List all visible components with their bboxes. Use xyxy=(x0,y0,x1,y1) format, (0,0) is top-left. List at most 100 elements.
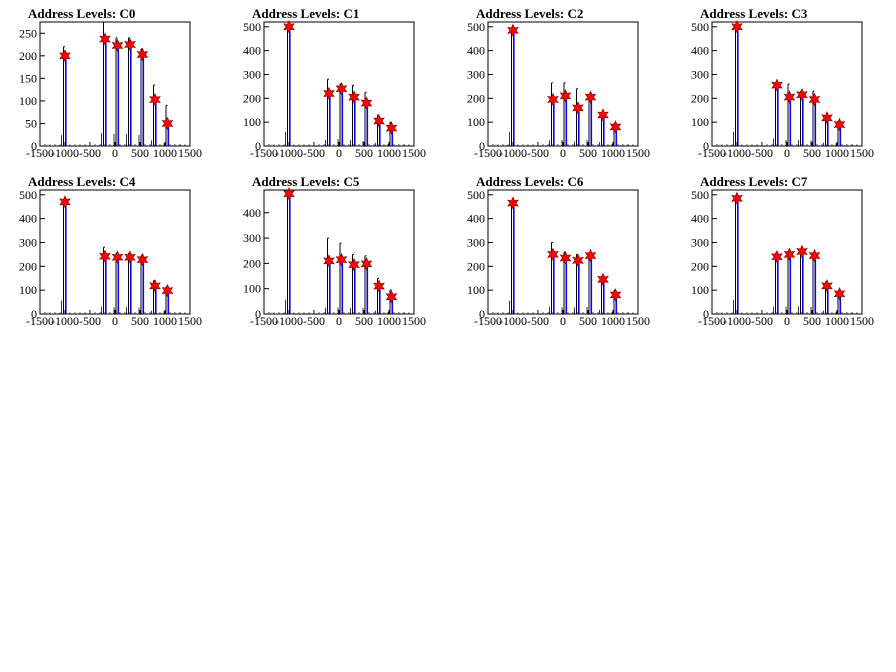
y-tick-label: 250 xyxy=(19,26,37,40)
peak-marker xyxy=(833,117,846,132)
x-tick-label: -1000 xyxy=(723,146,751,160)
peak-marker xyxy=(161,283,174,298)
peak-marker xyxy=(771,250,783,264)
panel-c7: Address Levels: C7-1500-1000 -500 0 500 1000… xyxy=(691,174,874,328)
y-tick-label: 300 xyxy=(691,235,709,249)
peak-marker xyxy=(111,250,124,264)
peak-marker xyxy=(59,195,71,209)
x-tick-label: -1500 xyxy=(250,314,278,328)
y-tick-label: 50 xyxy=(25,116,37,130)
x-tick-label: 1500 xyxy=(402,314,426,328)
x-tick-label: 500 xyxy=(579,146,597,160)
x-tick-label: 1500 xyxy=(850,146,874,160)
x-tick-label: 500 xyxy=(131,146,149,160)
x-tick-label: 1500 xyxy=(626,314,650,328)
peak-marker xyxy=(783,90,796,104)
y-tick-label: 400 xyxy=(19,212,37,226)
y-tick-label: 100 xyxy=(19,94,37,108)
peak-marker xyxy=(507,196,519,210)
x-tick-label: 1000 xyxy=(601,314,625,328)
peak-marker xyxy=(149,92,161,107)
x-tick-label: 500 xyxy=(355,146,373,160)
y-tick-label: 500 xyxy=(467,20,485,34)
peak-marker xyxy=(796,87,808,102)
peak-marker xyxy=(99,32,111,46)
x-tick-label: 1500 xyxy=(850,314,874,328)
x-tick-label: 0 xyxy=(336,314,342,328)
y-tick-label: 200 xyxy=(467,91,485,105)
x-tick-label: -500 xyxy=(79,146,101,160)
x-tick-label: -1000 xyxy=(499,314,527,328)
peak-marker xyxy=(609,288,622,302)
x-tick-label: -1500 xyxy=(26,314,54,328)
x-tick-label: -500 xyxy=(751,146,773,160)
panel-c6: Address Levels: C6-1500-1000 -500 0 500 1000… xyxy=(467,174,650,328)
x-tick-label: -1500 xyxy=(474,146,502,160)
x-tick-label: -1500 xyxy=(474,314,502,328)
y-tick-label: 200 xyxy=(243,256,261,270)
y-tick-label: 200 xyxy=(691,91,709,105)
y-tick-label: 300 xyxy=(243,67,261,81)
x-tick-label: 0 xyxy=(560,146,566,160)
peak-marker xyxy=(124,250,136,264)
y-tick-label: 100 xyxy=(467,283,485,297)
y-tick-label: 100 xyxy=(691,283,709,297)
x-tick-label: -500 xyxy=(303,146,325,160)
peak-marker xyxy=(335,252,348,267)
peak-marker xyxy=(59,49,71,63)
panel-c2: Address Levels: C2-1500-1000 -500 0 500 1000… xyxy=(467,6,650,160)
y-tick-label: 0 xyxy=(479,139,485,153)
peak-marker xyxy=(808,248,821,263)
x-tick-label: 1000 xyxy=(153,314,177,328)
y-tick-label: 200 xyxy=(467,259,485,273)
y-tick-label: 400 xyxy=(691,212,709,226)
peak-marker xyxy=(783,247,796,262)
panel-c1: Address Levels: C1-1500-1000 -500 0 500 1000… xyxy=(243,6,426,160)
x-tick-label: 1500 xyxy=(626,146,650,160)
y-tick-label: 150 xyxy=(19,71,37,85)
y-tick-label: 300 xyxy=(467,67,485,81)
y-tick-label: 300 xyxy=(19,235,37,249)
panel-title: Address Levels: C1 xyxy=(252,6,359,21)
x-tick-label: 1000 xyxy=(377,146,401,160)
peak-marker xyxy=(821,279,833,293)
y-tick-label: 200 xyxy=(691,259,709,273)
peak-marker xyxy=(584,248,597,263)
y-tick-label: 0 xyxy=(703,307,709,321)
peak-marker xyxy=(572,101,584,115)
x-tick-label: 0 xyxy=(112,146,118,160)
x-tick-label: -500 xyxy=(751,314,773,328)
x-tick-label: 1000 xyxy=(825,314,849,328)
x-tick-label: -1500 xyxy=(26,146,54,160)
y-tick-label: 200 xyxy=(19,49,37,63)
panel-title: Address Levels: C4 xyxy=(28,174,136,189)
peak-marker xyxy=(136,252,149,267)
peak-marker xyxy=(99,249,111,264)
peak-marker xyxy=(597,108,609,122)
x-tick-label: 0 xyxy=(784,314,790,328)
panel-title: Address Levels: C7 xyxy=(700,174,808,189)
y-tick-label: 200 xyxy=(243,91,261,105)
x-tick-label: 1000 xyxy=(601,146,625,160)
y-tick-label: 500 xyxy=(19,188,37,202)
x-tick-label: 500 xyxy=(579,314,597,328)
y-tick-label: 400 xyxy=(467,44,485,58)
x-tick-label: -500 xyxy=(303,314,325,328)
x-tick-label: -1000 xyxy=(275,314,303,328)
x-tick-label: -1000 xyxy=(51,146,79,160)
x-tick-label: -500 xyxy=(527,314,549,328)
y-tick-label: 300 xyxy=(691,67,709,81)
y-tick-label: 100 xyxy=(243,282,261,296)
y-tick-label: 400 xyxy=(243,206,261,220)
panel-title: Address Levels: C5 xyxy=(252,174,360,189)
x-tick-label: -1000 xyxy=(51,314,79,328)
peak-marker xyxy=(360,96,373,110)
panel-c4: Address Levels: C4-1500-1000 -500 0 500 1000… xyxy=(19,174,202,328)
peak-marker xyxy=(731,191,743,206)
panel-c0: Address Levels: C0-1500-1000 -500 0 500 1000… xyxy=(19,6,202,160)
peak-marker xyxy=(597,272,609,287)
panel-c3: Address Levels: C3-1500-1000 -500 0 500 1000… xyxy=(691,6,874,160)
peak-marker xyxy=(731,20,743,34)
peak-marker xyxy=(348,90,360,104)
